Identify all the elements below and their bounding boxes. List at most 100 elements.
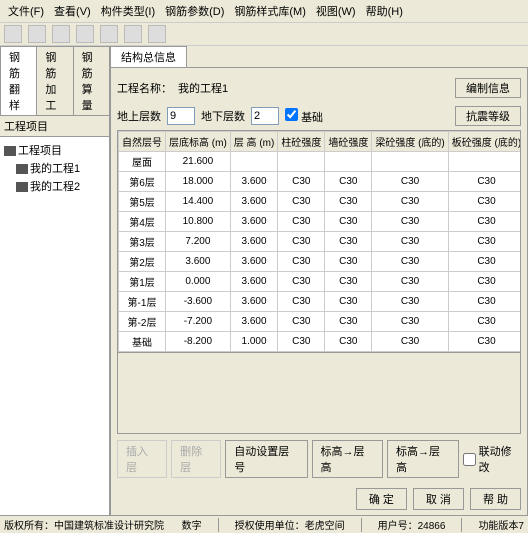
below-input[interactable] [251,107,279,125]
table-cell[interactable]: 1.000 [230,332,278,352]
col-header[interactable]: 自然层号 [119,132,166,152]
table-row[interactable]: 第1层0.0003.600C30C30C30C3030252515 [119,272,522,292]
help-button[interactable]: 帮 助 [470,488,521,510]
table-cell[interactable]: 14.400 [166,192,231,212]
table-cell[interactable] [325,152,372,172]
table-cell[interactable]: 3.600 [230,252,278,272]
table-cell[interactable]: C30 [325,332,372,352]
table-cell[interactable]: C30 [325,192,372,212]
tb-save-icon[interactable] [52,25,70,43]
table-cell[interactable]: C30 [278,252,325,272]
insert-floor-button[interactable]: 插入层 [117,440,167,478]
table-cell[interactable]: -3.600 [166,292,231,312]
tb-undo-icon[interactable] [100,25,118,43]
table-row[interactable]: 第3层7.2003.600C30C30C30C3030252515 [119,232,522,252]
table-row[interactable]: 第4层10.8003.600C30C30C30C3030252515 [119,212,522,232]
left-tab[interactable]: 钢筋翻样 [0,46,37,115]
tree-item[interactable]: 我的工程2 [4,177,105,195]
tag-to-height-button-2[interactable]: 标高→层高 [387,440,459,478]
table-row[interactable]: 第2层3.6003.600C30C30C30C3030252515 [119,252,522,272]
table-cell[interactable]: C30 [278,172,325,192]
col-header[interactable]: 层 高 (m) [230,132,278,152]
tb-new-icon[interactable] [4,25,22,43]
col-header[interactable]: 柱砼强度 [278,132,325,152]
tree-root[interactable]: 工程项目 [4,141,105,159]
menu-item[interactable]: 视图(W) [312,2,360,20]
table-cell[interactable]: C30 [448,232,521,252]
table-cell[interactable]: C30 [325,232,372,252]
table-cell[interactable]: 3.600 [230,312,278,332]
col-header[interactable]: 墙砼强度 [325,132,372,152]
table-cell[interactable]: 3.600 [230,272,278,292]
table-cell[interactable]: C30 [325,252,372,272]
table-cell[interactable]: -7.200 [166,312,231,332]
table-cell[interactable]: 第2层 [119,252,166,272]
table-cell[interactable]: C30 [325,272,372,292]
cancel-button[interactable]: 取 消 [413,488,464,510]
table-cell[interactable] [278,152,325,172]
table-cell[interactable]: 3.600 [166,252,231,272]
table-cell[interactable]: C30 [278,212,325,232]
table-cell[interactable]: 第4层 [119,212,166,232]
table-cell[interactable]: 第3层 [119,232,166,252]
table-cell[interactable]: C30 [372,292,448,312]
table-row[interactable]: 第-2层-7.2003.600C30C30C30C3030252515 [119,312,522,332]
table-cell[interactable]: 基础 [119,332,166,352]
left-tab[interactable]: 钢筋算量 [73,46,110,115]
col-header[interactable]: 层底标高 (m) [166,132,231,152]
table-row[interactable]: 第6层18.0003.600C30C30C30C3030252515 [119,172,522,192]
left-tab[interactable]: 钢筋加工 [36,46,73,115]
table-cell[interactable]: C30 [372,252,448,272]
table-cell[interactable]: 0.000 [166,272,231,292]
table-cell[interactable]: 第6层 [119,172,166,192]
menu-item[interactable]: 查看(V) [50,2,95,20]
auto-number-button[interactable]: 自动设置层号 [225,440,307,478]
col-header[interactable]: 板砼强度 (底的) [448,132,521,152]
table-cell[interactable]: 18.000 [166,172,231,192]
table-cell[interactable]: C30 [278,232,325,252]
table-cell[interactable]: C30 [372,272,448,292]
table-cell[interactable]: C30 [372,192,448,212]
seismic-button[interactable]: 抗震等级 [455,106,521,126]
table-cell[interactable]: 3.600 [230,192,278,212]
menu-item[interactable]: 文件(F) [4,2,48,20]
table-cell[interactable]: C30 [278,292,325,312]
ok-button[interactable]: 确 定 [356,488,407,510]
table-cell[interactable]: C30 [372,232,448,252]
foundation-checkbox[interactable]: 基础 [285,108,323,125]
link-edit-checkbox[interactable]: 联动修改 [463,443,521,475]
table-cell[interactable]: 第5层 [119,192,166,212]
above-input[interactable] [167,107,195,125]
table-row[interactable]: 屋面21.600 [119,152,522,172]
table-cell[interactable] [230,152,278,172]
table-cell[interactable]: C30 [448,332,521,352]
table-cell[interactable]: 3.600 [230,172,278,192]
table-cell[interactable]: C30 [372,332,448,352]
delete-floor-button[interactable]: 删除层 [171,440,221,478]
table-cell[interactable]: C30 [448,272,521,292]
tag-to-height-button-1[interactable]: 标高→层高 [312,440,384,478]
table-cell[interactable]: C30 [325,172,372,192]
table-cell[interactable]: C30 [448,192,521,212]
table-cell[interactable]: C30 [278,272,325,292]
col-header[interactable]: 梁砼强度 (底的) [372,132,448,152]
table-cell[interactable]: C30 [448,212,521,232]
menu-item[interactable]: 帮助(H) [362,2,407,20]
table-cell[interactable]: 第-2层 [119,312,166,332]
table-cell[interactable]: C30 [448,292,521,312]
menu-item[interactable]: 构件类型(I) [97,2,159,20]
tb-redo-icon[interactable] [124,25,142,43]
table-cell[interactable]: C30 [372,212,448,232]
table-cell[interactable]: C30 [325,292,372,312]
table-cell[interactable] [372,152,448,172]
tab-structure-info[interactable]: 结构总信息 [110,46,187,67]
table-row[interactable]: 第5层14.4003.600C30C30C30C3030252515 [119,192,522,212]
tb-print-icon[interactable] [76,25,94,43]
table-cell[interactable]: 第-1层 [119,292,166,312]
edit-info-button[interactable]: 编制信息 [455,78,521,98]
table-cell[interactable]: C30 [325,212,372,232]
table-cell[interactable]: C30 [448,252,521,272]
table-cell[interactable]: C30 [278,332,325,352]
menu-item[interactable]: 钢筋样式库(M) [230,2,310,20]
table-cell[interactable]: C30 [448,312,521,332]
